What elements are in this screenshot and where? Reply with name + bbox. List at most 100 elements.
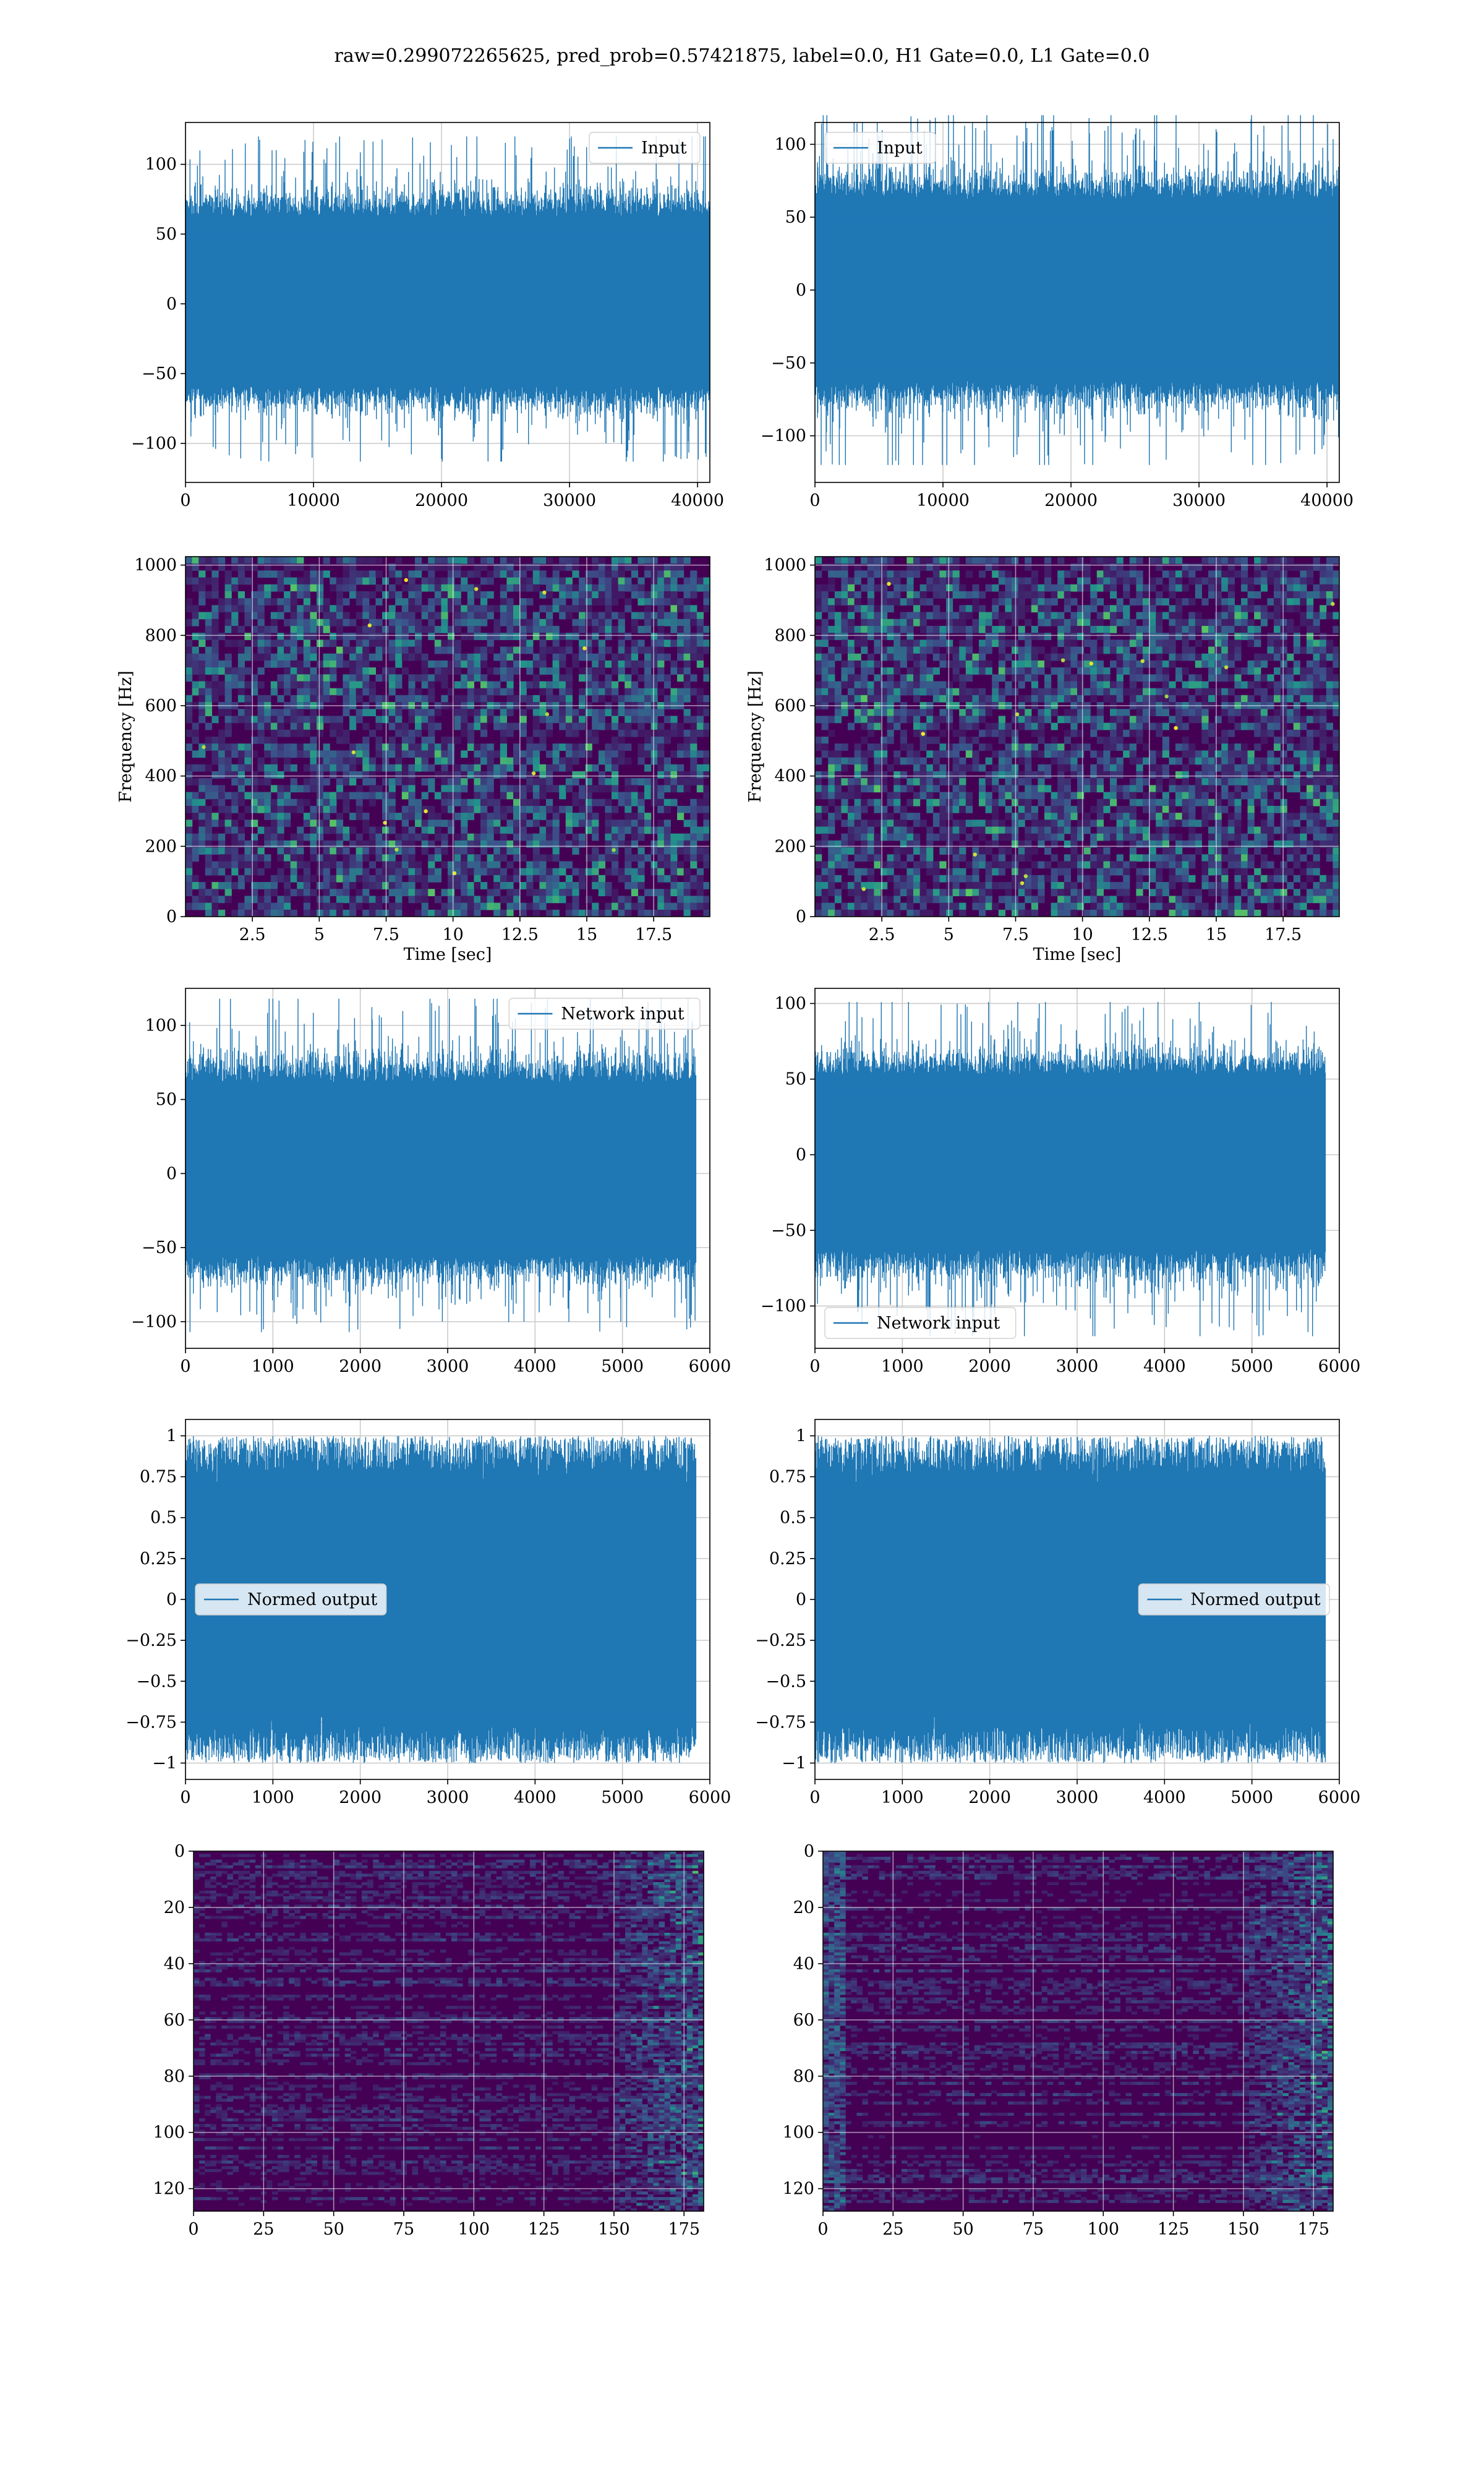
spectrogram-cell — [415, 875, 422, 883]
spectrogram-cell — [1057, 681, 1065, 689]
spectrogram-cell — [1326, 681, 1333, 689]
spectrogram-cell — [1005, 722, 1012, 730]
spectrogram-hotspot — [424, 809, 428, 813]
spectrogram-cell — [1156, 709, 1163, 717]
spectrogram-cell — [1136, 764, 1143, 772]
spectrogram-cell — [1077, 716, 1085, 724]
spectrogram-cell — [448, 646, 455, 654]
spectrogram-cell — [251, 882, 258, 889]
spectrogram-cell — [926, 688, 934, 696]
spectrogram-cell — [605, 563, 612, 571]
spectrogram-cell — [690, 640, 697, 648]
spectrogram-cell — [848, 584, 855, 592]
spectrogram-cell — [264, 640, 271, 648]
spectrogram-cell — [1227, 577, 1235, 585]
spectrogram-cell — [493, 861, 501, 869]
spectrogram-cell — [552, 653, 560, 661]
spectrogram-cell — [952, 612, 960, 620]
spectrogram-cell — [1307, 598, 1314, 606]
spectrogram-cell — [395, 743, 403, 751]
spectrogram-cell — [448, 757, 455, 765]
spectrogram-cell — [834, 646, 842, 654]
spectrogram-cell — [1254, 716, 1261, 724]
spectrogram-cell — [401, 868, 409, 876]
spectrogram-cell — [270, 909, 278, 917]
spectrogram-cell — [1169, 625, 1176, 633]
spectrogram-cell — [356, 640, 363, 648]
spectrogram-cell — [205, 833, 212, 841]
spectrogram-cell — [657, 902, 665, 910]
spectrogram-cell — [1064, 570, 1071, 578]
spectrogram-cell — [388, 813, 396, 820]
spectrogram-cell — [323, 674, 330, 682]
spectrogram-cell — [205, 902, 212, 910]
spectrogram-cell — [500, 826, 507, 834]
legend-box — [589, 132, 701, 164]
spectrogram-cell — [1149, 598, 1156, 606]
spectrogram-cell — [532, 653, 540, 661]
spectrogram-cell — [421, 722, 429, 730]
spectrogram-cell — [559, 896, 566, 904]
spectrogram-cell — [946, 750, 953, 758]
spectrogram-cell — [198, 889, 206, 897]
spectrogram-cell — [848, 598, 855, 606]
spectrogram-cell — [926, 612, 934, 620]
spectrogram-cell — [932, 633, 940, 640]
spectrogram-cell — [1175, 709, 1183, 717]
spectrogram-cell — [506, 805, 514, 813]
spectrogram-cell — [506, 889, 514, 897]
spectrogram-cell — [1051, 688, 1058, 696]
spectrogram-cell — [369, 618, 376, 627]
spectrogram-cell — [1280, 764, 1287, 772]
spectrogram-cell — [500, 716, 507, 724]
spectrogram-cell — [186, 716, 193, 724]
spectrogram-cell — [1156, 625, 1163, 633]
spectrogram-cell — [343, 598, 350, 606]
spectrogram-cell — [612, 868, 619, 876]
spectrogram-cell — [1182, 633, 1189, 640]
spectrogram-cell — [1018, 591, 1025, 599]
spectrogram-cell — [375, 902, 383, 910]
spectrogram-cell — [1018, 771, 1025, 779]
spectrogram-cell — [867, 660, 874, 668]
spectrogram-cell — [670, 868, 678, 876]
spectrogram-cell — [539, 737, 547, 744]
spectrogram-cell — [317, 681, 324, 689]
spectrogram-cell — [474, 840, 481, 848]
spectrogram-cell — [428, 577, 435, 585]
spectrogram-cell — [257, 653, 265, 661]
spectrogram-cell — [257, 633, 265, 640]
spectrogram-cell — [663, 826, 671, 834]
spectrogram-cell — [211, 625, 219, 633]
spectrogram-cell — [585, 826, 592, 834]
spectrogram-cell — [310, 577, 317, 585]
spectrogram-cell — [861, 737, 868, 744]
spectrogram-cell — [513, 667, 521, 675]
spectrogram-cell — [1208, 660, 1216, 668]
spectrogram-cell — [848, 577, 855, 585]
spectrogram-cell — [1005, 653, 1012, 661]
spectrogram-cell — [1260, 660, 1268, 668]
spectrogram-cell — [1293, 646, 1300, 654]
spectrogram-cell — [657, 709, 665, 717]
spectrogram-cell — [965, 737, 973, 744]
spectrogram-cell — [237, 764, 245, 772]
spectrogram-cell — [683, 771, 691, 779]
spectrogram-cell — [454, 618, 461, 627]
spectrogram-cell — [224, 743, 232, 751]
spectrogram-cell — [198, 882, 206, 889]
spectrogram-cell — [1064, 674, 1071, 682]
spectrogram-cell — [565, 563, 573, 571]
spectrogram-cell — [388, 716, 396, 724]
spectrogram-cell — [421, 625, 429, 633]
spectrogram-cell — [487, 798, 494, 807]
spectrogram-cell — [270, 902, 278, 910]
spectrogram-cell — [1156, 771, 1163, 779]
spectrogram-cell — [592, 557, 599, 564]
spectrogram-cell — [461, 820, 468, 828]
spectrogram-cell — [356, 743, 363, 751]
spectrogram-cell — [513, 896, 521, 904]
spectrogram-cell — [572, 750, 579, 758]
spectrogram-cell — [323, 716, 330, 724]
spectrogram-cell — [467, 889, 474, 897]
